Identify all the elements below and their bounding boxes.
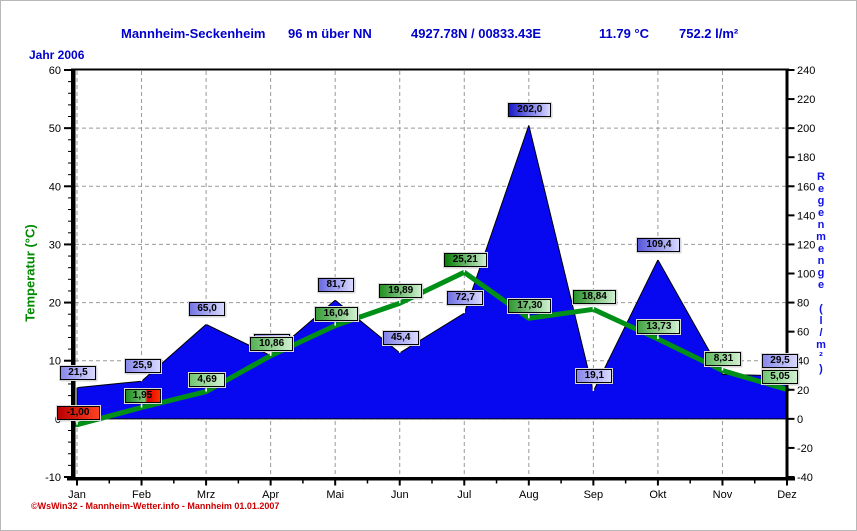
month-label-sep: Sep bbox=[584, 489, 604, 501]
svg-text:-40: -40 bbox=[797, 472, 813, 484]
svg-text:200: 200 bbox=[797, 123, 815, 135]
label-temp-sep: 18,84 bbox=[571, 289, 617, 306]
svg-text:60: 60 bbox=[49, 65, 61, 77]
month-label-dez: Dez bbox=[777, 489, 797, 501]
label-rain-mai: 81,7 bbox=[317, 277, 356, 294]
year-average-temperature: 11.79 °C bbox=[599, 26, 650, 41]
svg-text:240: 240 bbox=[797, 65, 815, 77]
svg-text:60: 60 bbox=[797, 327, 809, 339]
svg-text:80: 80 bbox=[797, 298, 809, 310]
label-rain-jul: 72,7 bbox=[446, 290, 485, 307]
station-altitude: 96 m über NN bbox=[288, 26, 372, 41]
svg-text:220: 220 bbox=[797, 94, 815, 106]
month-label-aug: Aug bbox=[519, 489, 539, 501]
svg-text:-10: -10 bbox=[45, 472, 61, 484]
svg-text:40: 40 bbox=[49, 181, 61, 193]
month-label-jul: Jul bbox=[457, 489, 471, 501]
label-temp-mai: 16,04 bbox=[313, 305, 359, 322]
label-temp-feb: 1,95 bbox=[123, 387, 162, 404]
label-rain-dez: 29,5 bbox=[761, 352, 799, 369]
svg-text:10: 10 bbox=[49, 356, 61, 368]
month-label-nov: Nov bbox=[713, 489, 733, 501]
svg-text:120: 120 bbox=[797, 239, 815, 251]
label-rain-okt: 109,4 bbox=[636, 236, 682, 253]
svg-text:40: 40 bbox=[797, 356, 809, 368]
year-total-rain: 752.2 l/m² bbox=[679, 26, 739, 41]
svg-text:0: 0 bbox=[797, 414, 803, 426]
month-label-jun: Jun bbox=[391, 489, 409, 501]
month-label-mrz: Mrz bbox=[197, 489, 215, 501]
label-rain-sep: 19,1 bbox=[575, 368, 614, 385]
svg-text:140: 140 bbox=[797, 210, 815, 222]
label-temp-apr: 10,86 bbox=[249, 335, 295, 352]
period-label: Jahr 2006 bbox=[29, 48, 85, 62]
label-temp-jun: 19,89 bbox=[378, 283, 424, 300]
label-temp-dez: 5,05 bbox=[761, 369, 799, 386]
label-temp-aug: 17,30 bbox=[507, 298, 553, 315]
label-rain-mrz: 65,0 bbox=[188, 301, 227, 318]
month-label-okt: Okt bbox=[649, 489, 666, 501]
station-name: Mannheim-Seckenheim bbox=[121, 26, 266, 41]
svg-text:0: 0 bbox=[55, 414, 61, 426]
svg-text:-20: -20 bbox=[797, 443, 813, 455]
right-axis-title: Regenmenge (l/m²) bbox=[815, 171, 827, 375]
month-label-apr: Apr bbox=[262, 489, 279, 501]
svg-text:20: 20 bbox=[797, 385, 809, 397]
label-temp-okt: 13,73 bbox=[636, 319, 682, 336]
svg-text:100: 100 bbox=[797, 269, 815, 281]
svg-text:160: 160 bbox=[797, 181, 815, 193]
label-temp-nov: 8,31 bbox=[704, 350, 743, 367]
label-rain-jun: 45,4 bbox=[381, 329, 420, 346]
label-rain-feb: 25,9 bbox=[123, 358, 162, 375]
month-label-jan: Jan bbox=[68, 489, 86, 501]
footer-credit: ©WsWin32 - Mannheim-Wetter.info - Mannhe… bbox=[31, 501, 280, 511]
svg-text:30: 30 bbox=[49, 239, 61, 251]
label-rain-jan: 21,5 bbox=[59, 364, 97, 381]
svg-text:180: 180 bbox=[797, 152, 815, 164]
svg-text:50: 50 bbox=[49, 123, 61, 135]
month-label-mai: Mai bbox=[326, 489, 344, 501]
label-temp-mrz: 4,69 bbox=[188, 371, 227, 388]
label-temp-jul: 25,21 bbox=[442, 252, 488, 269]
month-label-feb: Feb bbox=[132, 489, 151, 501]
station-coordinates: 4927.78N / 00833.43E bbox=[411, 26, 542, 41]
label-temp-jan: -1,00 bbox=[55, 404, 101, 421]
svg-text:20: 20 bbox=[49, 298, 61, 310]
label-rain-aug: 202,0 bbox=[507, 102, 553, 119]
